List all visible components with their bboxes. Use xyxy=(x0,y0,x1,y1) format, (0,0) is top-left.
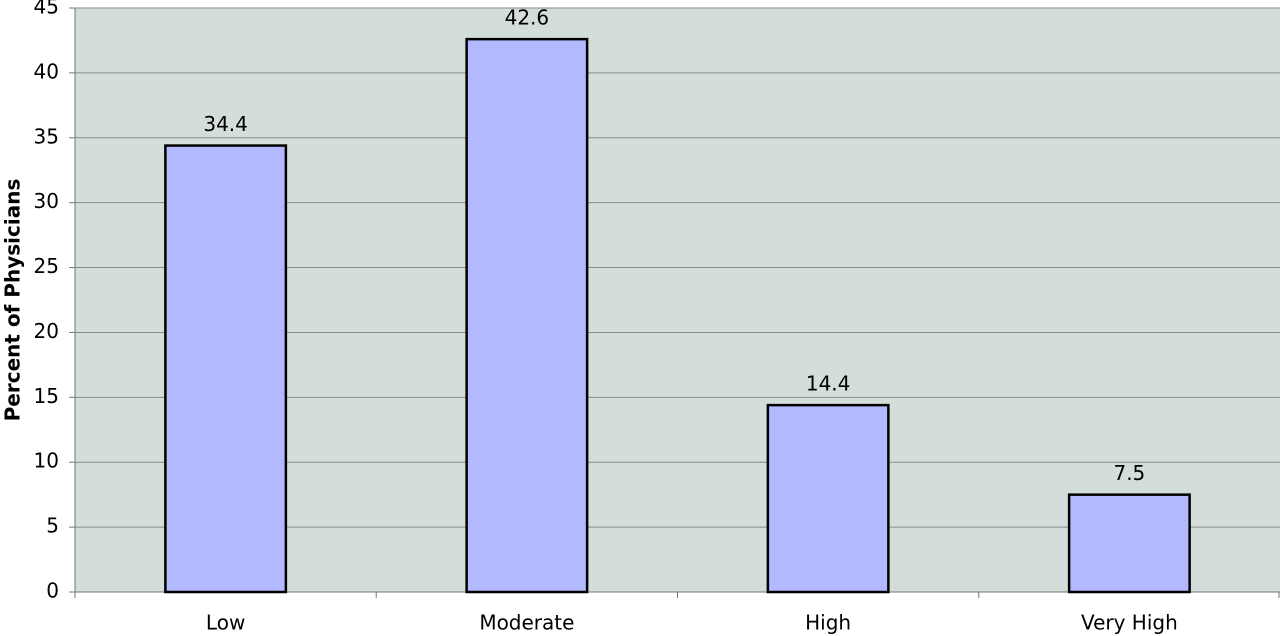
bar xyxy=(465,37,589,594)
data-label: 14.4 xyxy=(806,372,851,396)
bar xyxy=(164,144,288,594)
y-tick-label: 40 xyxy=(34,59,59,83)
x-tick-label: Moderate xyxy=(479,611,574,635)
y-tick-label: 45 xyxy=(34,0,59,19)
y-tick-label: 25 xyxy=(34,254,59,278)
x-tick-label: Low xyxy=(206,611,245,635)
data-label: 34.4 xyxy=(203,112,248,136)
y-tick-label: 30 xyxy=(34,189,59,213)
y-tick-label: 15 xyxy=(34,384,59,408)
bar xyxy=(1067,493,1191,594)
y-tick-label: 5 xyxy=(46,514,59,538)
data-label: 42.6 xyxy=(505,6,550,30)
x-tick-label: High xyxy=(805,611,851,635)
x-tick-label: Very High xyxy=(1081,611,1178,635)
y-tick-label: 20 xyxy=(34,319,59,343)
y-tick-label: 0 xyxy=(46,579,59,603)
y-axis-label: Percent of Physicians xyxy=(1,179,25,422)
y-tick-label: 10 xyxy=(34,449,59,473)
y-tick-label: 35 xyxy=(34,124,59,148)
bar xyxy=(766,403,890,594)
data-label: 7.5 xyxy=(1113,461,1145,485)
